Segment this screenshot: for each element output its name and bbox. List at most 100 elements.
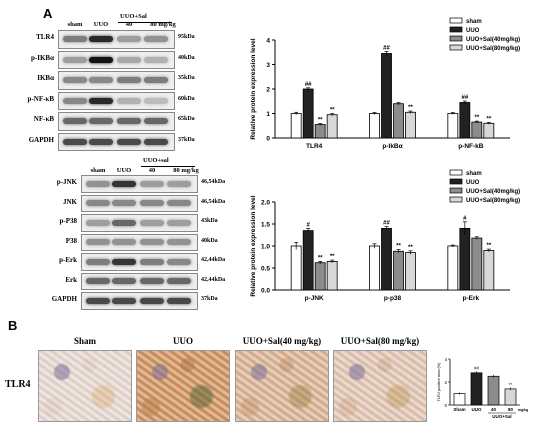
y-tick-label: 0.5 [261, 266, 270, 273]
protein-band [112, 180, 136, 187]
treatment-underline [141, 166, 195, 167]
blot-row-label: Erk [65, 275, 77, 284]
protein-band [167, 278, 191, 285]
legend-label: sham [466, 171, 482, 177]
blot-kda-label: 60kDa [178, 95, 195, 102]
protein-band [140, 297, 164, 304]
significance-mark: ** [330, 108, 335, 114]
protein-band [112, 297, 136, 304]
x-category-label: p-NF-kB [458, 143, 484, 150]
ihc-micrograph [235, 350, 329, 422]
bar [405, 111, 416, 139]
lane-label: UUO [116, 167, 132, 174]
blot-row-label: NF-κB [33, 115, 54, 123]
blot-strip [58, 71, 175, 90]
blot-row-label: JNK [63, 197, 77, 206]
significance-mark: ** [318, 255, 323, 261]
protein-band [89, 56, 113, 63]
bar [405, 252, 416, 291]
group-label: UUO+Sal [492, 414, 511, 419]
bar [471, 237, 483, 291]
y-axis-label: TLR4 positive area (%) [437, 362, 441, 402]
significance-mark: ** [474, 115, 479, 121]
y-axis-label: Relative protein expression level [250, 195, 257, 296]
protein-band [86, 258, 110, 265]
blot-strip [81, 292, 198, 310]
legend-swatch [449, 26, 463, 33]
protein-band [63, 56, 87, 63]
protein-band [144, 36, 168, 43]
mapk-pathway-bar-chart: 0.0 0.5 1.0 1.5 2.0 Relative protein expressi… [250, 169, 520, 302]
blot-strip [58, 50, 175, 69]
blot-kda-label: 42,44kDa [201, 257, 226, 263]
lane-label: 40 [125, 21, 133, 28]
blot-strip [81, 214, 198, 232]
blot-strip [81, 253, 198, 271]
legend-label: UUO+Sal(80mg/kg) [466, 198, 520, 204]
bar [393, 250, 404, 291]
blot-strip [81, 272, 198, 290]
blot-strip [58, 91, 175, 110]
treatment-label: UUO+sal [143, 157, 169, 164]
ihc-micrograph [38, 350, 132, 422]
significance-mark: ** [318, 118, 323, 124]
significance-mark: ** [408, 105, 413, 111]
protein-band [140, 278, 164, 285]
protein-band [140, 239, 164, 246]
y-axis-label: Relative protein expression level [250, 38, 257, 139]
legend-label: sham [466, 19, 482, 25]
y-tick-label: 1.5 [261, 222, 270, 229]
protein-band [86, 180, 110, 187]
protein-band [167, 239, 191, 246]
panel-a-letter: A [43, 6, 53, 21]
protein-band [117, 118, 141, 125]
protein-band [89, 97, 113, 104]
legend-label: UUO [466, 28, 480, 34]
bar [369, 245, 380, 291]
protein-band [167, 258, 191, 265]
protein-band [89, 138, 113, 145]
y-tick-label: 2 [266, 87, 270, 94]
protein-band [144, 77, 168, 84]
protein-band [144, 118, 168, 125]
blot-row-label: GAPDH [51, 295, 77, 303]
x-category-label: p-JNK [305, 295, 324, 302]
bar [483, 250, 495, 291]
x-unit-label: mg/kg [518, 408, 528, 412]
lane-label: 40 [148, 167, 156, 174]
blot-row-label: p-JNK [56, 178, 77, 186]
blot-kda-label: 37kDa [201, 296, 218, 302]
bar [487, 375, 500, 406]
protein-band [144, 56, 168, 63]
significance-mark: ** [486, 116, 491, 122]
y-tick-label: 4 [444, 357, 447, 362]
x-category-label: UUO [472, 407, 482, 412]
legend-swatch [449, 178, 463, 185]
y-tick-label: 2.0 [261, 200, 270, 207]
protein-band [86, 297, 110, 304]
bar [470, 372, 483, 406]
blot-kda-label: 46,54kDa [201, 198, 226, 205]
legend-swatch [449, 169, 463, 176]
blot-row-label: P38 [65, 236, 77, 245]
protein-band [144, 138, 168, 145]
bar [290, 113, 302, 139]
protein-band [112, 200, 136, 207]
blot-kda-label: 35kDa [178, 75, 195, 81]
protein-band [140, 258, 164, 265]
panel-b-letter: B [8, 318, 18, 333]
y-tick-label: 1.0 [261, 244, 270, 251]
bar [290, 245, 302, 291]
protein-band [140, 219, 164, 226]
blot-strip [58, 30, 175, 49]
micrograph-title: Sham [73, 336, 96, 346]
protein-band [89, 118, 113, 125]
protein-band [140, 180, 164, 187]
lane-label: sham [67, 21, 83, 28]
protein-band [86, 219, 110, 226]
protein-band [112, 278, 136, 285]
x-category-label: TLR4 [306, 143, 323, 150]
legend-label: UUO+Sal(40mg/kg) [466, 37, 520, 43]
blot-row-label: p-P38 [59, 217, 78, 225]
blot-strip [58, 132, 175, 151]
